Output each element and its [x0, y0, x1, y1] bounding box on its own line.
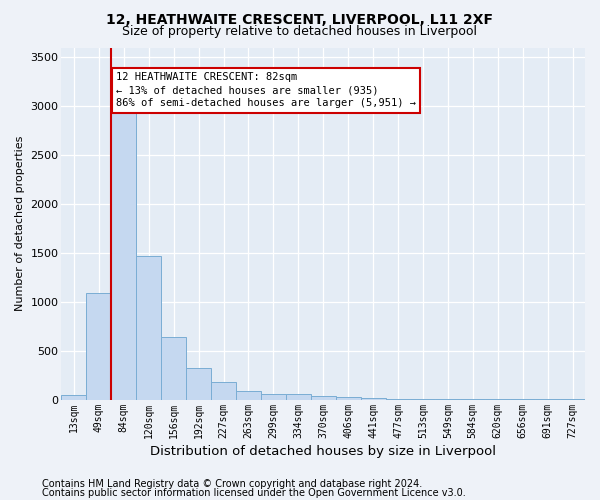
Bar: [136, 256, 161, 400]
Text: Contains HM Land Registry data © Crown copyright and database right 2024.: Contains HM Land Registry data © Crown c…: [42, 479, 422, 489]
Bar: [86, 293, 112, 400]
Bar: [335, 398, 361, 400]
Text: Contains public sector information licensed under the Open Government Licence v3: Contains public sector information licen…: [42, 488, 466, 498]
Bar: [112, 111, 136, 400]
Text: 12 HEATHWAITE CRESCENT: 82sqm
← 13% of detached houses are smaller (935)
86% of : 12 HEATHWAITE CRESCENT: 82sqm ← 13% of d…: [116, 72, 416, 108]
Bar: [286, 394, 311, 400]
Bar: [211, 382, 236, 400]
Text: Size of property relative to detached houses in Liverpool: Size of property relative to detached ho…: [122, 25, 478, 38]
Bar: [61, 394, 86, 400]
Bar: [311, 396, 335, 400]
Bar: [186, 368, 211, 400]
Bar: [361, 398, 386, 400]
Bar: [261, 394, 286, 400]
Bar: [236, 390, 261, 400]
Text: 12, HEATHWAITE CRESCENT, LIVERPOOL, L11 2XF: 12, HEATHWAITE CRESCENT, LIVERPOOL, L11 …: [107, 12, 493, 26]
X-axis label: Distribution of detached houses by size in Liverpool: Distribution of detached houses by size …: [150, 444, 496, 458]
Bar: [386, 398, 410, 400]
Y-axis label: Number of detached properties: Number of detached properties: [15, 136, 25, 311]
Bar: [161, 337, 186, 400]
